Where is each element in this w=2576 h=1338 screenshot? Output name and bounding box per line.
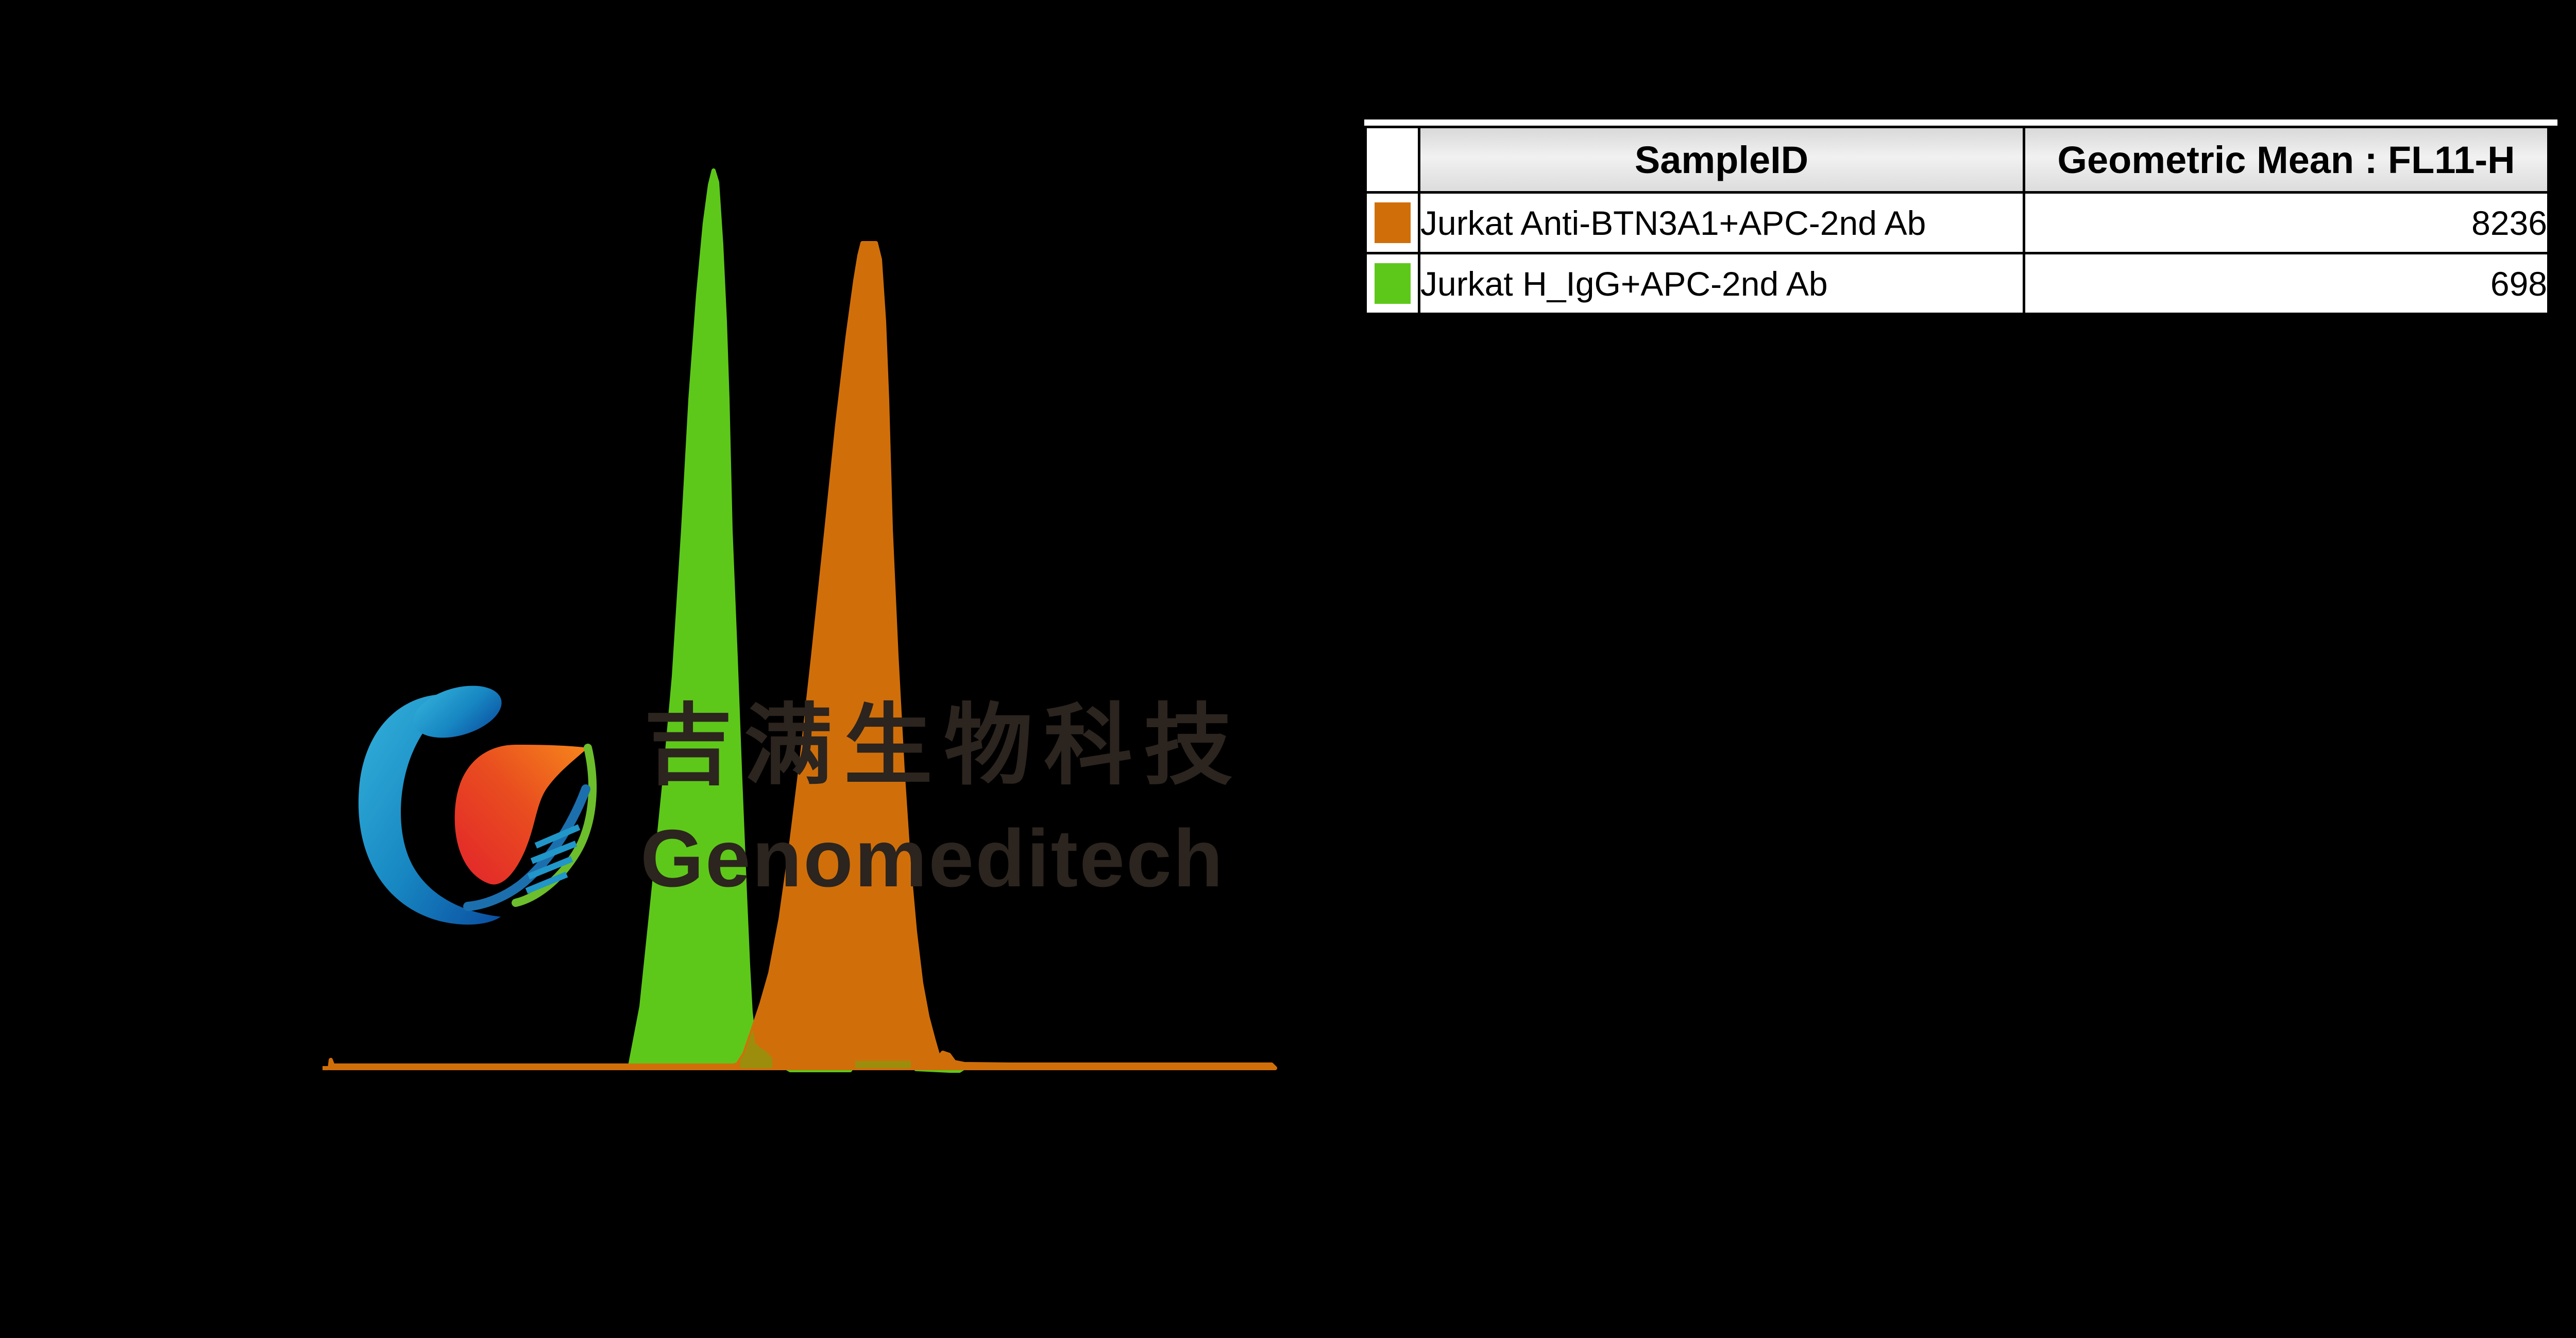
- header-metric: Geometric Mean : FL11-H: [2023, 126, 2550, 194]
- legend-stats-table: SampleID Geometric Mean : FL11-H Jurkat …: [1364, 126, 2550, 315]
- series-color-swatch-green: [1374, 263, 1411, 304]
- histogram-series-orange: [328, 241, 1277, 1070]
- series-color-swatch-orange: [1374, 202, 1411, 243]
- logo-blue-head: [413, 685, 502, 738]
- logo-blue-crescent: [358, 694, 501, 925]
- watermark-cjk-text: 吉满生物科技: [644, 696, 1244, 795]
- header-sample-id: SampleID: [1418, 126, 2025, 194]
- geometric-mean-cell: 698: [2023, 252, 2550, 315]
- table-row: Jurkat H_IgG+APC-2nd Ab 698: [1364, 252, 2550, 315]
- logo-dna-strand: [463, 784, 590, 911]
- table-row: Jurkat Anti-BTN3A1+APC-2nd Ab 8236: [1364, 191, 2550, 254]
- histogram-overlap-region: [740, 1031, 772, 1068]
- table-header-row: SampleID Geometric Mean : FL11-H: [1364, 126, 2550, 194]
- histogram-series-layer: [328, 168, 1277, 1073]
- swatch-cell: [1364, 191, 1420, 254]
- sample-id-cell: Jurkat H_IgG+APC-2nd Ab: [1418, 252, 2025, 315]
- header-swatch: [1364, 126, 1420, 194]
- sample-id-cell: Jurkat Anti-BTN3A1+APC-2nd Ab: [1418, 191, 2025, 254]
- logo-red-flame: [454, 745, 588, 885]
- table-top-highlight: [1364, 119, 2557, 126]
- logo-green-leaf: [512, 744, 597, 907]
- watermark-brand-text: Genomeditech: [640, 813, 1225, 904]
- histogram-overlap-region: [855, 1061, 911, 1068]
- swatch-cell: [1364, 252, 1420, 315]
- genomeditech-logo: [358, 685, 597, 925]
- baseline-left-tick: [323, 1066, 329, 1070]
- logo-dna-rungs: [525, 824, 581, 894]
- geometric-mean-cell: 8236: [2023, 191, 2550, 254]
